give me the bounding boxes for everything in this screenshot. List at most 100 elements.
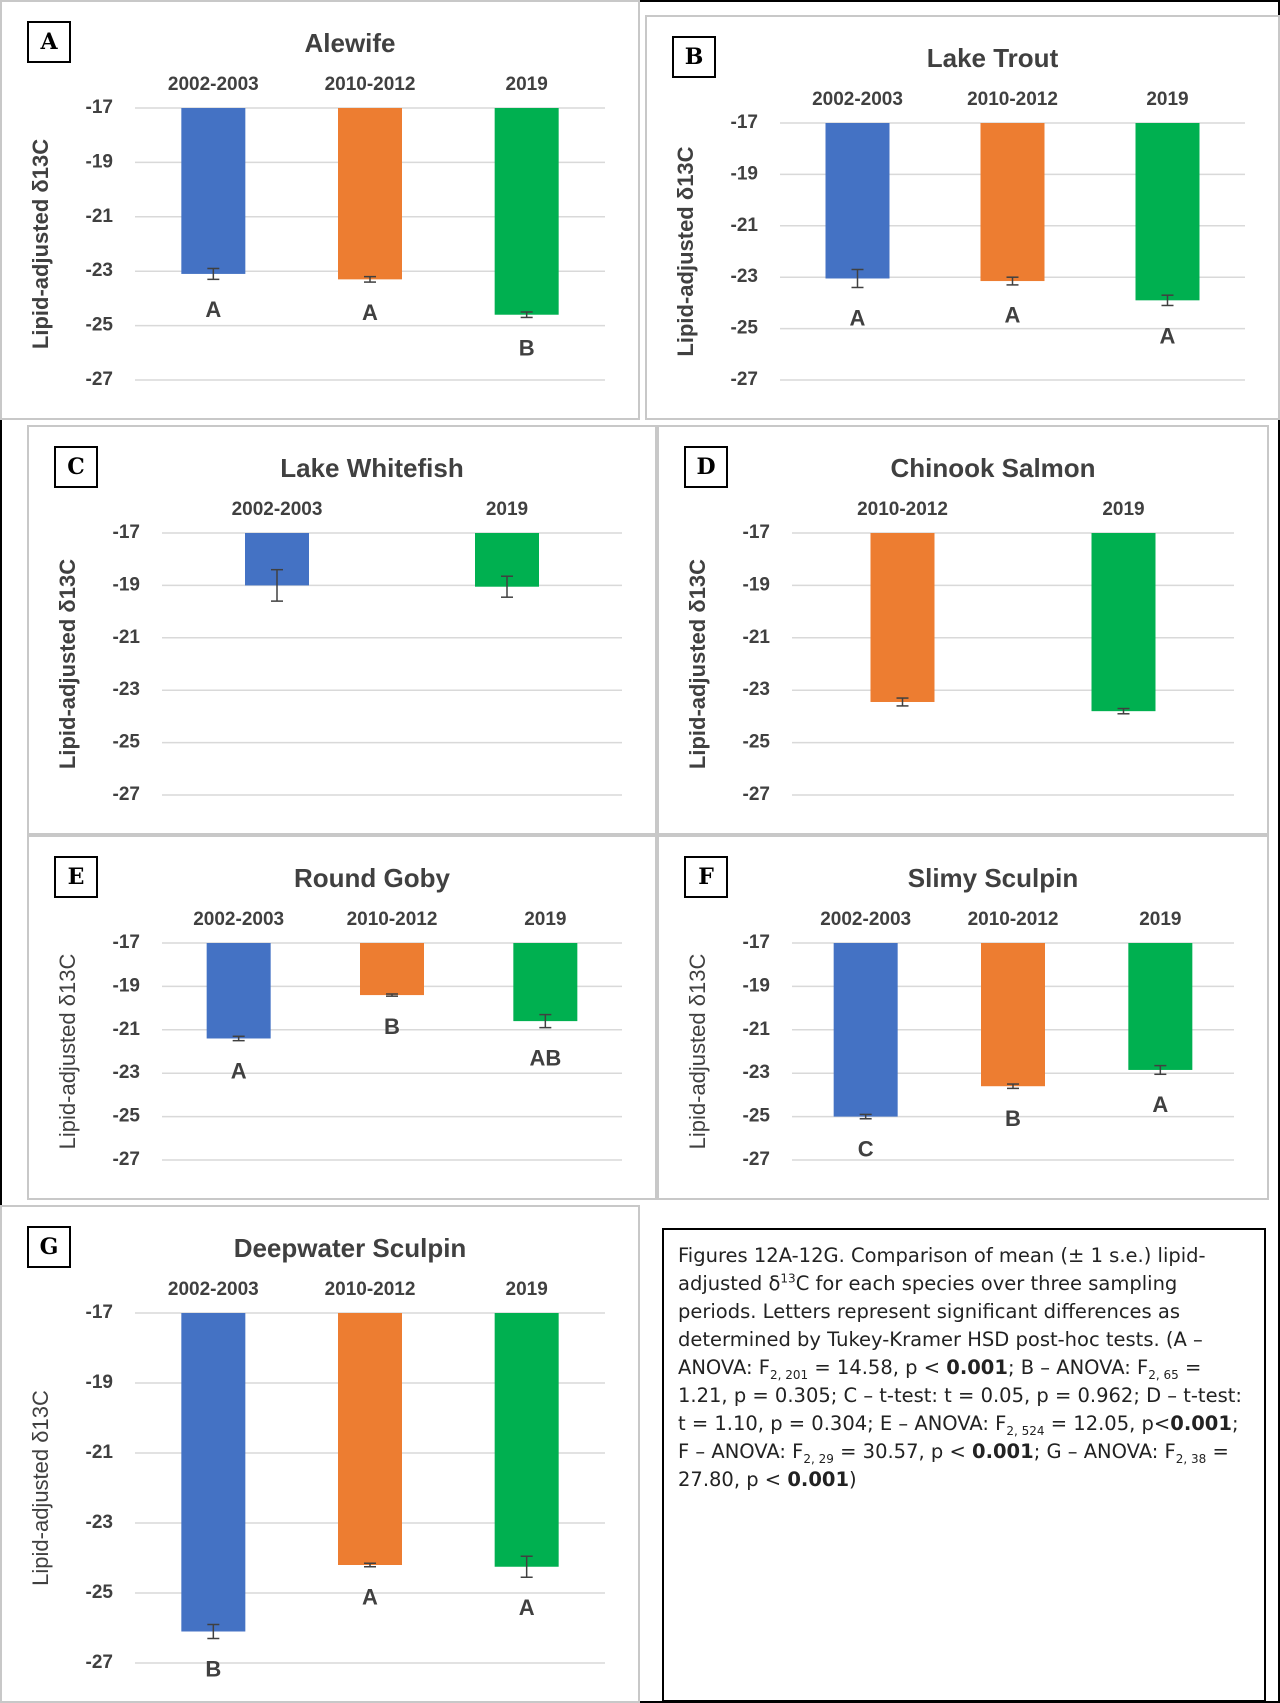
y-tick-label: -25: [113, 732, 141, 753]
significance-letter: A: [362, 300, 378, 325]
significance-letter: AB: [529, 1045, 561, 1070]
y-tick-label: -25: [731, 318, 759, 339]
y-axis-label: Lipid-adjusted δ13C: [685, 559, 710, 769]
y-tick-label: -21: [743, 1019, 771, 1040]
panel-letter: C: [67, 454, 85, 480]
panel-letter: G: [40, 1234, 59, 1260]
y-tick-label: -17: [113, 522, 140, 543]
significance-letter: A: [1152, 1092, 1168, 1117]
y-tick-label: -27: [113, 784, 140, 805]
y-tick-label: -25: [86, 1582, 114, 1603]
caption-text: ): [849, 1468, 857, 1491]
panel-letter-box: [684, 446, 728, 488]
bar: [1135, 123, 1200, 301]
significance-letter: B: [205, 1656, 221, 1681]
x-tick-label: 2002-2003: [812, 89, 903, 110]
x-tick-label: 2002-2003: [820, 909, 911, 930]
caption-text: 0.001: [946, 1356, 1008, 1379]
significance-letter: A: [850, 305, 866, 330]
bar: [494, 1313, 559, 1567]
y-tick-label: -25: [743, 1106, 771, 1127]
y-tick-label: -21: [113, 627, 141, 648]
y-tick-label: -27: [86, 1652, 113, 1673]
caption-text: Figures 12A-12G. Comparison of mean (± 1…: [678, 1244, 1206, 1295]
significance-letter: B: [384, 1014, 400, 1039]
bar: [1091, 533, 1156, 712]
caption-text: = 27.80, p <: [678, 1440, 1229, 1491]
bar: [870, 533, 935, 702]
significance-letter: A: [205, 297, 221, 322]
significance-letter: A: [1160, 323, 1176, 348]
panel-letter-box: [54, 856, 98, 898]
bar: [513, 943, 578, 1022]
caption-text: = 14.58, p <: [808, 1356, 947, 1379]
significance-letter: A: [1005, 303, 1021, 328]
caption-text: 2, 29: [803, 1451, 834, 1466]
y-axis-label: Lipid-adjusted δ13C: [55, 559, 80, 769]
y-tick-label: -17: [743, 932, 770, 953]
x-tick-label: 2019: [506, 74, 548, 95]
y-tick-label: -17: [86, 97, 113, 118]
y-tick-label: -21: [731, 215, 759, 236]
bar: [494, 108, 559, 315]
caption-text: ; B – ANOVA: F: [1007, 1356, 1149, 1379]
significance-letter: A: [362, 1585, 378, 1610]
x-tick-label: 2010-2012: [325, 74, 416, 95]
y-tick-label: -21: [743, 627, 771, 648]
bar: [206, 943, 271, 1039]
panel-letter-box: [27, 1226, 71, 1268]
bar: [338, 1313, 402, 1565]
y-tick-label: -17: [113, 932, 140, 953]
significance-letter: B: [519, 335, 535, 360]
x-tick-label: 2002-2003: [232, 499, 323, 520]
panel-letter: E: [68, 864, 85, 890]
bar: [181, 108, 246, 274]
bar: [338, 108, 402, 280]
caption-text: 2, 38: [1175, 1451, 1207, 1466]
panel-border: [27, 835, 657, 1200]
y-axis-label: Lipid-adjusted δ13C: [55, 954, 80, 1150]
y-tick-label: -23: [86, 1512, 113, 1533]
chart-title: Slimy Sculpin: [908, 863, 1079, 893]
caption-text: = 12.05, p<: [1044, 1412, 1171, 1435]
panel-border: [657, 425, 1269, 835]
panel-letter: D: [696, 454, 715, 480]
y-axis-label: Lipid-adjusted δ13C: [685, 954, 710, 1150]
y-tick-label: -27: [731, 369, 758, 390]
caption-text: 2, 65: [1148, 1367, 1179, 1382]
panel-border: [0, 0, 640, 420]
y-tick-label: -27: [86, 369, 113, 390]
y-tick-label: -17: [86, 1302, 113, 1323]
y-tick-label: -19: [743, 975, 770, 996]
chart-title: Chinook Salmon: [890, 453, 1095, 483]
x-tick-label: 2002-2003: [168, 1279, 259, 1300]
y-tick-label: -23: [86, 260, 113, 281]
y-tick-label: -23: [743, 1062, 770, 1083]
bar: [825, 123, 890, 279]
caption-text: 2, 201: [770, 1367, 809, 1382]
y-axis-label: Lipid-adjusted δ13C: [28, 139, 53, 349]
caption-text: ; G – ANOVA: F: [1033, 1440, 1176, 1463]
panel-border: [0, 1205, 640, 1703]
x-tick-label: 2019: [486, 499, 528, 520]
panel-letter-box: [54, 446, 98, 488]
caption-text: 0.001: [972, 1440, 1034, 1463]
x-tick-label: 2019: [524, 909, 566, 930]
significance-letter: A: [519, 1595, 535, 1620]
panel-letter: A: [39, 29, 58, 55]
y-tick-label: -19: [731, 163, 758, 184]
y-tick-label: -25: [113, 1106, 141, 1127]
y-tick-label: -21: [86, 206, 114, 227]
bar: [833, 943, 898, 1117]
caption-text: ; F – ANOVA: F: [678, 1412, 1239, 1463]
caption-text: 0.001: [787, 1468, 850, 1491]
y-tick-label: -19: [86, 1372, 113, 1393]
panel-letter-box: [27, 21, 71, 63]
panel-letter-box: [684, 856, 728, 898]
y-tick-label: -27: [743, 784, 770, 805]
chart-title: Alewife: [304, 28, 395, 58]
y-tick-label: -23: [731, 266, 758, 287]
significance-letter: C: [858, 1137, 874, 1162]
